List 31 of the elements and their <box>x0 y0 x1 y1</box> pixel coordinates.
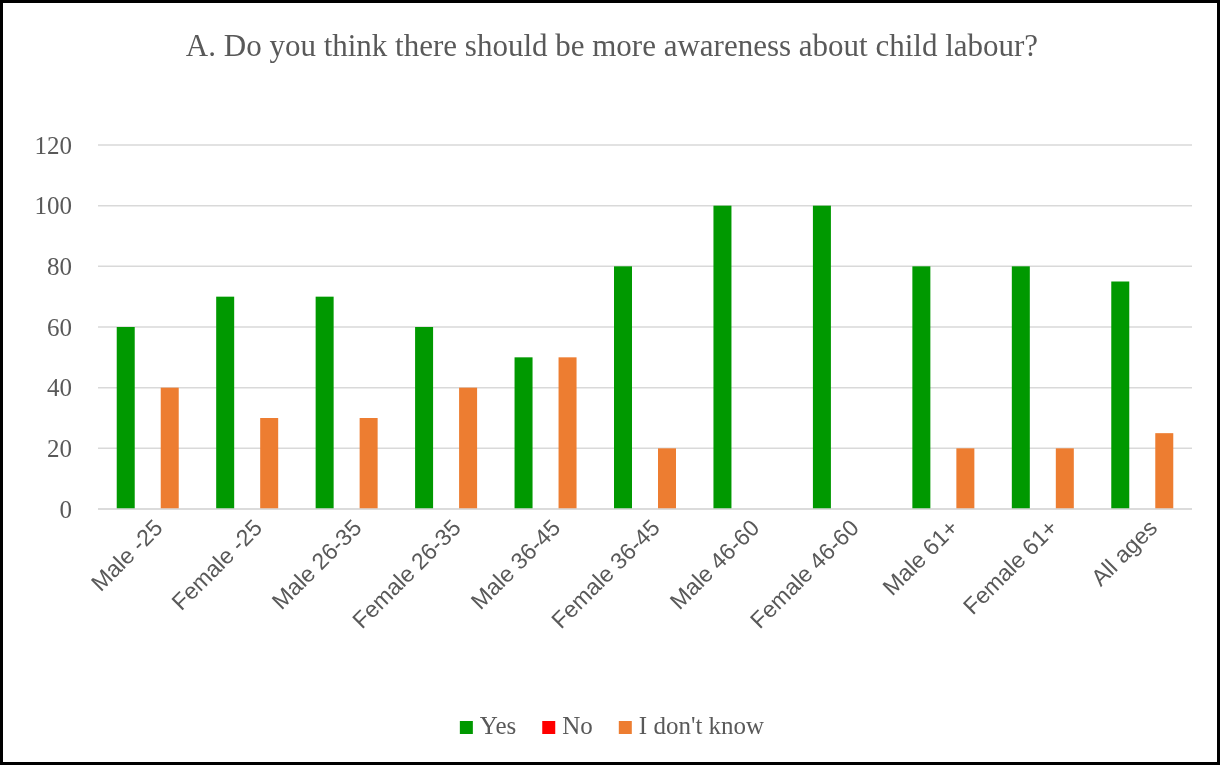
legend-label: I don't know <box>638 711 765 739</box>
bar <box>1011 266 1030 509</box>
bar <box>260 418 279 509</box>
bar <box>1111 281 1130 509</box>
y-tick-label: 120 <box>34 131 72 159</box>
bar <box>116 327 135 509</box>
y-tick-label: 100 <box>34 192 72 220</box>
y-tick-label: 0 <box>59 495 72 523</box>
bar <box>315 296 334 509</box>
bar <box>459 387 478 509</box>
legend-label: Yes <box>479 711 517 739</box>
bar <box>1155 433 1174 509</box>
bar <box>713 205 732 509</box>
y-tick-label: 20 <box>47 434 72 462</box>
legend-label: No <box>562 711 593 739</box>
y-tick-label: 60 <box>47 313 72 341</box>
bar <box>216 296 235 509</box>
bar <box>514 357 533 509</box>
bar <box>956 448 975 509</box>
bar <box>1055 448 1074 509</box>
bar <box>614 266 632 509</box>
bar <box>558 357 577 509</box>
bar <box>912 266 931 509</box>
y-tick-label: 80 <box>47 252 72 280</box>
chart-title: A. Do you think there should be more awareness about child labour? <box>185 28 1039 63</box>
bar <box>415 327 434 509</box>
bar <box>160 387 179 509</box>
bar <box>658 448 676 509</box>
bar <box>359 418 378 509</box>
y-tick-label: 40 <box>47 374 72 402</box>
bar <box>812 205 831 509</box>
